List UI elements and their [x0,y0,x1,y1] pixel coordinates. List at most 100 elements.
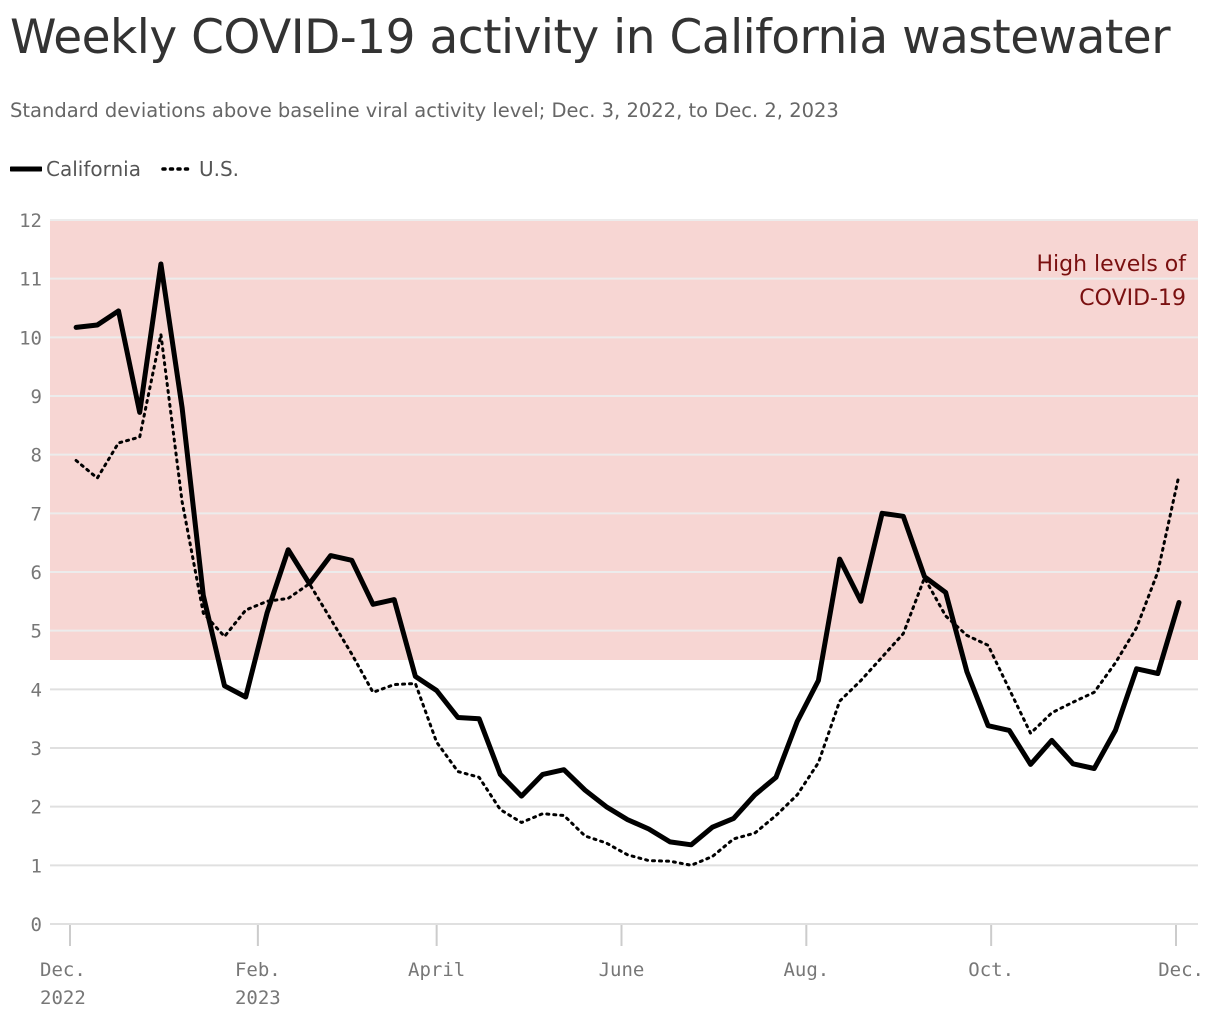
data-point-u-s [72,457,80,465]
x-tick-label: Dec. [1158,959,1204,981]
data-point-u-s [348,650,356,658]
data-point-california [199,591,207,599]
y-tick-label: 4 [31,679,42,701]
data-point-california [602,803,610,811]
data-point-california [920,573,928,581]
data-point-california [284,546,292,554]
data-point-u-s [157,330,165,338]
data-point-u-s [857,677,865,685]
data-point-u-s [433,738,441,746]
data-point-california [1069,760,1077,768]
data-point-u-s [263,597,271,605]
data-point-u-s [1090,688,1098,696]
data-point-california [772,773,780,781]
data-point-u-s [114,439,122,447]
band-annotation-line: COVID-19 [1079,286,1186,311]
data-point-california [984,722,992,730]
legend: California U.S. [10,157,259,181]
y-tick-label: 12 [19,210,42,232]
data-point-california [687,841,695,849]
y-tick-label: 5 [31,621,42,643]
data-point-u-s [602,839,610,847]
data-point-u-s [560,811,568,819]
solid-line-swatch-icon [10,166,42,172]
data-point-california [814,677,822,685]
y-tick-label: 0 [31,914,42,936]
dotted-line-swatch-icon [161,167,195,171]
y-tick-label: 10 [19,327,42,349]
data-point-california [517,792,525,800]
data-point-u-s [645,857,653,865]
data-point-u-s [327,615,335,623]
data-point-u-s [369,688,377,696]
data-point-california [136,408,144,416]
data-point-california [433,687,441,695]
data-point-california [369,600,377,608]
legend-label-us: U.S. [198,157,240,181]
data-point-u-s [878,653,886,661]
data-point-california [1111,726,1119,734]
legend-label-california: California [46,157,141,181]
data-point-california [1154,669,1162,677]
annotations: High levels of COVID-19 [1036,252,1187,311]
y-tick-label: 7 [31,503,42,525]
data-point-u-s [284,594,292,602]
data-point-u-s [178,498,186,506]
data-point-u-s [963,631,971,639]
x-tick-label: Oct. [968,959,1014,981]
data-point-u-s [1175,471,1183,479]
chart-title: Weekly COVID-19 activity in California w… [10,10,1171,65]
data-point-california [624,816,632,824]
data-point-california [1005,726,1013,734]
data-point-california [1090,765,1098,773]
data-point-u-s [751,829,759,837]
data-point-u-s [666,857,674,865]
data-point-california [221,682,229,690]
x-tick-label: Feb. [235,959,281,981]
gridlines [50,219,1198,925]
x-tick-label: Aug. [783,959,829,981]
x-tick-label: Dec. [40,959,86,981]
data-point-california [496,770,504,778]
band-annotation-line: High levels of [1036,252,1187,277]
data-point-u-s [708,853,716,861]
data-point-california [242,693,250,701]
x-tick-label: April [408,959,465,981]
data-point-california [793,718,801,726]
data-point-california [454,713,462,721]
y-tick-label: 3 [31,738,42,760]
data-point-california [730,814,738,822]
data-point-california [751,791,759,799]
data-point-u-s [496,806,504,814]
data-point-california [581,786,589,794]
data-point-u-s [221,633,229,641]
data-point-california [93,321,101,329]
x-tick-label-year: 2022 [40,987,86,1009]
data-point-u-s [1005,685,1013,693]
data-point-u-s [454,767,462,775]
data-point-california [645,825,653,833]
data-point-california [114,307,122,315]
data-point-u-s [984,641,992,649]
data-point-u-s [730,835,738,843]
data-point-u-s [793,791,801,799]
data-point-california [836,555,844,563]
data-point-u-s [1048,709,1056,717]
x-axis: Dec. 2022 Feb. 2023 April June Aug. Oct. Dec. [40,925,1204,1009]
high-level-band-rect [50,220,1198,660]
data-point-california [857,597,865,605]
data-point-u-s [942,612,950,620]
data-point-california [560,766,568,774]
data-point-u-s [517,819,525,827]
data-point-u-s [687,861,695,869]
data-point-california [708,823,716,831]
data-point-u-s [390,681,398,689]
data-point-u-s [624,851,632,859]
data-point-california [263,609,271,617]
data-point-california [539,770,547,778]
data-point-california [1133,665,1141,673]
data-point-u-s [1111,659,1119,667]
data-point-california [1027,760,1035,768]
